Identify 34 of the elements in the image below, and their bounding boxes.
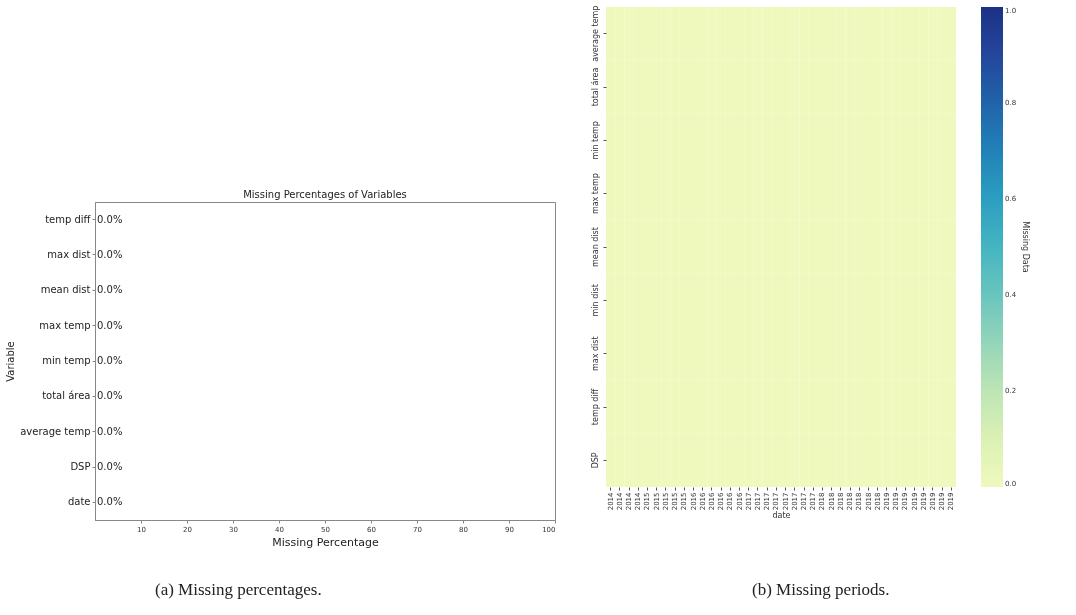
data-label: 0.0%	[97, 390, 123, 402]
data-label: 0.0%	[97, 355, 123, 366]
y-tick-label: temp diff	[45, 213, 92, 225]
data-label: 0.0%	[97, 284, 123, 296]
y-tick-label: mean dist	[40, 284, 91, 296]
text: (a) Missing percentages.	[155, 580, 322, 600]
data-label: 0.0%	[97, 213, 123, 225]
y-tick-label: min temp	[590, 121, 600, 160]
y-tick-label: max dist	[47, 249, 91, 260]
chart-title: Missing Percentages of Variables	[243, 189, 407, 200]
data-label: 0.0%	[97, 249, 123, 260]
y-tick-label: mean dist	[590, 227, 600, 267]
y-tick-label: temp diff	[590, 388, 600, 426]
text: (b) Missing periods.	[752, 580, 890, 600]
x-axis-title: Missing Percentage	[272, 535, 379, 549]
data-label: 0.0%	[97, 425, 123, 437]
y-tick-label: total área	[42, 390, 91, 402]
data-label: 0.0%	[97, 319, 123, 331]
x-axis-title: date	[772, 511, 791, 521]
y-tick-label: total área	[590, 67, 600, 107]
y-tick-label: max dist	[590, 336, 600, 371]
y-tick-label: min dist	[590, 284, 600, 317]
y-tick-label: max temp	[39, 319, 91, 331]
y-tick-label: max temp	[590, 173, 600, 215]
data-label: 0.0%	[97, 461, 123, 472]
data-label: 0.0%	[97, 496, 123, 508]
y-tick-label: min temp	[42, 355, 91, 366]
y-tick-label: DSP	[70, 461, 91, 472]
y-axis-title: Variable	[5, 341, 17, 382]
y-tick-label: average temp	[590, 5, 600, 62]
y-tick-label: date	[67, 496, 91, 508]
y-tick-label: average temp	[20, 425, 91, 437]
y-tick-label: DSP	[590, 452, 600, 469]
color-bar-title: Missing Data	[1021, 221, 1030, 273]
